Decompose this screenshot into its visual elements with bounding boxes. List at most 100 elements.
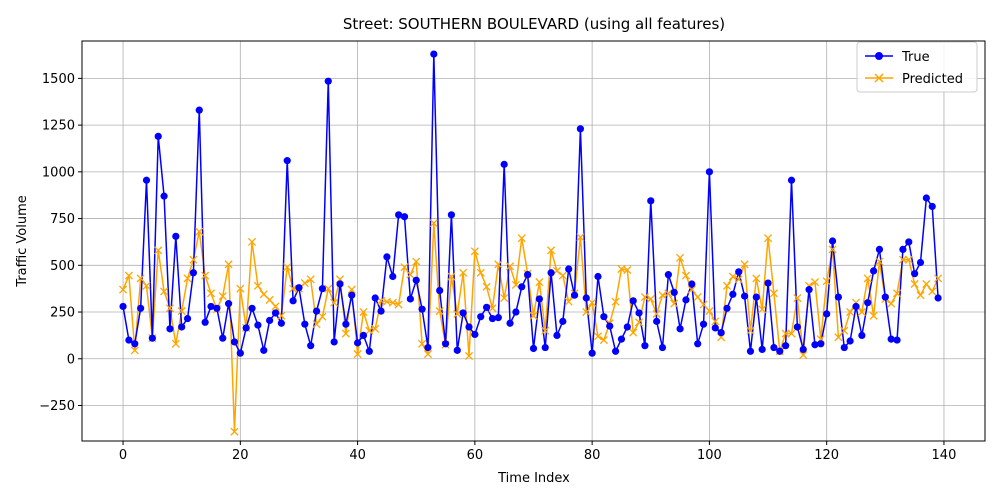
data-point-true (758, 345, 766, 354)
data-point-true (746, 347, 755, 355)
data-point-predicted (195, 227, 204, 236)
data-point-true (224, 300, 233, 308)
data-point-predicted (634, 318, 644, 327)
data-point-predicted (124, 271, 133, 280)
data-point-true (699, 320, 708, 328)
data-point-true (541, 343, 549, 352)
data-point-predicted (505, 262, 515, 271)
data-point-predicted (412, 257, 421, 266)
data-point-predicted (810, 278, 820, 287)
data-point-predicted (289, 284, 298, 293)
data-point-true (412, 276, 420, 284)
data-point-true (148, 334, 156, 342)
series-line-true (122, 53, 939, 354)
data-point-true (588, 349, 596, 357)
data-point-predicted (611, 297, 620, 306)
data-point-predicted (582, 307, 591, 317)
data-point-true (494, 314, 502, 322)
data-point-true (488, 314, 497, 323)
data-point-predicted (593, 332, 603, 341)
data-point-true (213, 304, 221, 312)
y-tick-label: 1500 (42, 72, 75, 87)
data-point-true (934, 294, 942, 302)
data-point-predicted (904, 255, 913, 264)
legend-marker-true (875, 52, 883, 60)
data-point-predicted (892, 289, 902, 298)
data-point-true (324, 77, 332, 85)
data-point-predicted (898, 255, 907, 264)
data-point-predicted (253, 281, 262, 290)
data-point-true (219, 334, 227, 342)
data-point-true (928, 202, 936, 211)
data-point-true (565, 265, 573, 273)
data-point-predicted (705, 307, 714, 316)
data-point-predicted (476, 268, 485, 277)
data-point-true (359, 331, 368, 339)
data-point-true (430, 50, 438, 58)
data-point-predicted (347, 285, 356, 294)
data-point-predicted (916, 291, 925, 300)
data-point-predicted (435, 307, 444, 316)
data-point-true (694, 340, 702, 348)
data-point-predicted (517, 234, 526, 243)
legend-box (856, 41, 978, 93)
data-point-true (142, 176, 151, 184)
data-point-predicted (799, 350, 808, 360)
data-point-predicted (857, 307, 866, 317)
data-point-predicted (769, 289, 778, 298)
data-point-true (911, 270, 919, 278)
data-point-true (230, 338, 239, 346)
data-point-predicted (681, 271, 691, 280)
data-point-predicted (834, 333, 843, 342)
data-point-true (770, 343, 778, 352)
y-tick-label: 1250 (42, 119, 75, 134)
grid-lines (82, 41, 985, 441)
data-point-predicted (453, 309, 462, 318)
data-point-true (670, 288, 678, 297)
data-point-predicted (840, 326, 849, 335)
data-point-true (840, 343, 848, 352)
data-point-true (242, 324, 250, 332)
data-point-true (676, 325, 684, 333)
chart-title: Street: SOUTHERN BOULEVARD (using all fe… (343, 15, 725, 33)
data-point-predicted (629, 328, 638, 337)
data-point-predicted (670, 299, 679, 308)
data-point-predicted (283, 263, 292, 272)
data-point-predicted (330, 298, 339, 307)
data-point-true (752, 293, 760, 301)
data-point-predicted (171, 339, 180, 348)
data-point-predicted (359, 307, 368, 317)
data-point-predicted (875, 257, 884, 266)
data-point-true (723, 304, 731, 312)
data-point-true (852, 302, 860, 311)
legend: True Predicted (856, 41, 978, 93)
data-point-true (436, 286, 444, 295)
data-point-predicted (341, 329, 350, 338)
data-point-true (389, 272, 397, 281)
data-point-true (330, 338, 338, 346)
data-point-true (277, 319, 285, 327)
data-point-true (682, 296, 690, 304)
data-point-predicted (464, 351, 474, 361)
data-point-predicted (828, 245, 837, 254)
data-point-true (893, 336, 901, 344)
data-point-predicted (758, 305, 767, 314)
data-point-predicted (165, 304, 175, 313)
data-point-predicted (588, 298, 597, 307)
data-point-true (254, 321, 262, 329)
data-point-true (482, 303, 491, 311)
data-point-true (582, 294, 590, 302)
data-point-true (260, 346, 268, 354)
data-point-predicted (271, 302, 280, 311)
legend-marker-predicted (874, 73, 884, 83)
data-point-true (307, 342, 315, 350)
data-point-predicted (711, 317, 720, 326)
data-point-true (131, 340, 139, 348)
data-point-true (301, 320, 309, 328)
data-point-true (735, 268, 743, 276)
data-point-true (606, 322, 614, 330)
data-point-predicted (136, 274, 145, 283)
data-point-predicted (793, 293, 802, 303)
x-tick-label: 140 (932, 448, 957, 463)
x-tick-label: 60 (467, 448, 484, 463)
